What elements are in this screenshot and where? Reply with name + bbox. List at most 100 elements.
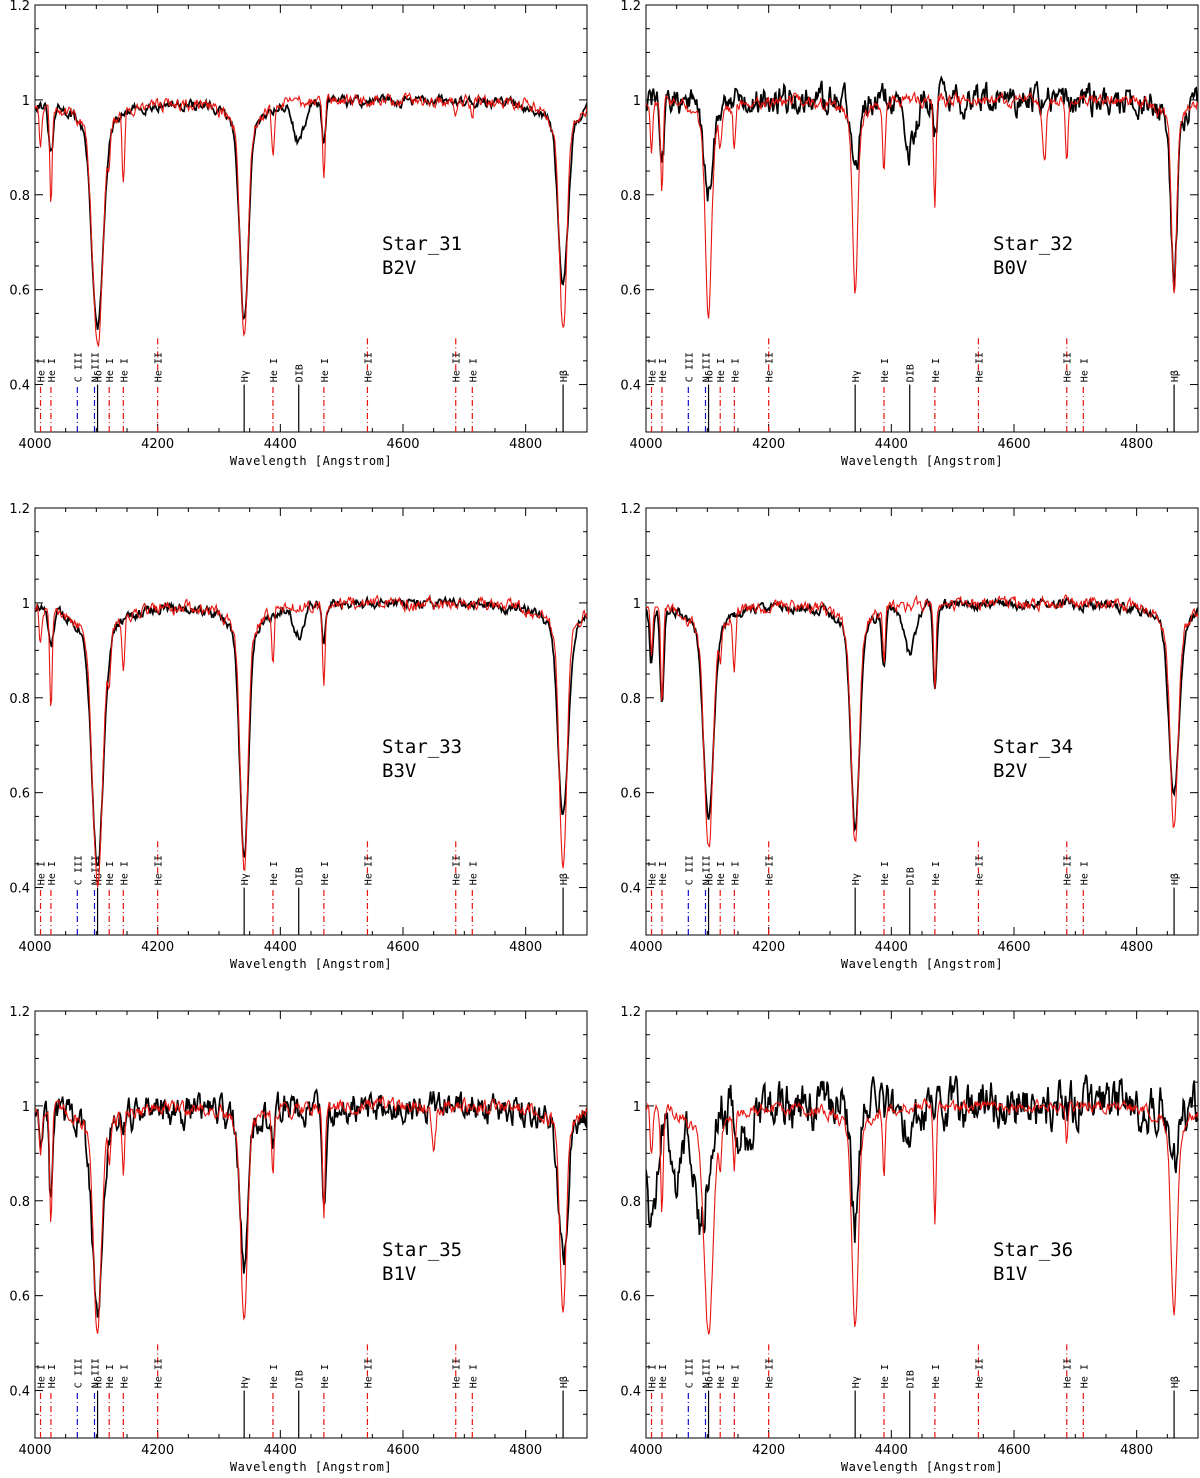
line-marker-label: He I xyxy=(716,1364,727,1388)
line-marker-label: He II xyxy=(452,352,463,382)
line-marker-label: He I xyxy=(468,1364,479,1388)
line-marker-label: He I xyxy=(648,358,659,382)
line-marker-label: He II xyxy=(765,855,776,885)
line-marker-label: He II xyxy=(974,1358,985,1388)
x-tick-label: 4000 xyxy=(629,437,662,452)
x-axis-label: Wavelength [Angstrom] xyxy=(230,454,392,468)
y-tick-label: 0.8 xyxy=(620,1195,641,1210)
spectral-type-label: B3V xyxy=(382,760,416,782)
line-marker-label: He I xyxy=(1079,358,1090,382)
line-marker-label: He II xyxy=(452,855,463,885)
y-tick-label: 0.6 xyxy=(620,787,641,802)
line-marker-label: He I xyxy=(648,1364,659,1388)
y-tick-label: 0.8 xyxy=(9,189,30,204)
y-tick-label: 1.2 xyxy=(9,1005,30,1020)
model-spectrum xyxy=(646,90,1198,319)
y-tick-label: 1.2 xyxy=(620,502,641,517)
line-marker-label: He I xyxy=(468,861,479,885)
x-axis-label: Wavelength [Angstrom] xyxy=(230,1460,392,1474)
x-tick-label: 4000 xyxy=(18,1443,51,1458)
line-marker-label: C III xyxy=(73,352,84,382)
line-marker-label: He I xyxy=(320,1364,331,1388)
line-marker-label: He I xyxy=(119,861,130,885)
line-marker-label: DIB xyxy=(906,364,917,382)
x-tick-label: 4200 xyxy=(141,1443,174,1458)
star-name-label: Star_35 xyxy=(382,1239,462,1261)
observed-spectrum xyxy=(646,75,1198,291)
line-marker-label: Hγ xyxy=(240,1376,251,1388)
line-marker-label: C III xyxy=(73,855,84,885)
line-marker-label: He I xyxy=(931,1364,942,1388)
line-marker-label: He I xyxy=(730,861,741,885)
y-tick-label: 1 xyxy=(633,1100,641,1115)
line-marker-label: Hδ xyxy=(94,1376,105,1388)
y-tick-label: 1.2 xyxy=(620,1005,641,1020)
plot-frame xyxy=(34,1010,588,1439)
line-marker-label: He I xyxy=(37,861,48,885)
x-tick-label: 4200 xyxy=(752,940,785,955)
line-marker-label: He II xyxy=(363,1358,374,1388)
line-marker-label: He I xyxy=(658,861,669,885)
y-tick-label: 1 xyxy=(633,94,641,109)
line-marker-label: He II xyxy=(765,1358,776,1388)
x-tick-label: 4400 xyxy=(264,940,297,955)
line-marker-label: Hδ xyxy=(705,1376,716,1388)
line-marker-label: He I xyxy=(658,1364,669,1388)
plot-frame xyxy=(34,507,588,936)
line-marker-label: He I xyxy=(716,358,727,382)
x-tick-label: 4400 xyxy=(875,940,908,955)
spectral-type-label: B2V xyxy=(382,257,416,279)
x-tick-label: 4200 xyxy=(141,437,174,452)
x-tick-label: 4200 xyxy=(752,437,785,452)
y-tick-label: 1.2 xyxy=(9,0,30,14)
line-marker-label: He I xyxy=(37,358,48,382)
observed-spectrum xyxy=(646,597,1198,833)
x-tick-label: 4600 xyxy=(386,437,419,452)
line-marker-label: Hδ xyxy=(705,873,716,885)
y-tick-label: 0.4 xyxy=(620,882,641,897)
line-marker-label: C III xyxy=(684,352,695,382)
line-marker-label: C III xyxy=(684,855,695,885)
line-marker-label: He I xyxy=(730,358,741,382)
spectrum-panel-2: 4000 4200 4400 4600 4800 0.4 0.6 0.8 1 1.2 Wavelen… xyxy=(620,0,1199,468)
line-marker-label: He I xyxy=(105,1364,116,1388)
line-marker-label: Hβ xyxy=(1170,1376,1181,1388)
y-tick-label: 0.6 xyxy=(620,284,641,299)
line-marker-label: He I xyxy=(931,861,942,885)
x-axis-label: Wavelength [Angstrom] xyxy=(841,454,1003,468)
y-tick-label: 1 xyxy=(633,597,641,612)
x-tick-label: 4800 xyxy=(1120,437,1153,452)
x-tick-label: 4400 xyxy=(264,437,297,452)
star-name-label: Star_31 xyxy=(382,233,462,255)
y-tick-label: 0.6 xyxy=(9,284,30,299)
line-marker-label: He I xyxy=(269,861,280,885)
x-tick-label: 4800 xyxy=(1120,1443,1153,1458)
line-marker-label: Hγ xyxy=(851,873,862,885)
line-marker-label: He I xyxy=(119,1364,130,1388)
x-tick-label: 4600 xyxy=(997,437,1030,452)
y-tick-label: 0.4 xyxy=(620,1385,641,1400)
x-tick-label: 4000 xyxy=(18,437,51,452)
line-marker-label: He I xyxy=(47,861,58,885)
observed-spectrum xyxy=(35,92,587,330)
spectrum-panel-1: 4000 4200 4400 4600 4800 0.4 0.6 0.8 1 1.2 Wavelen… xyxy=(9,0,588,468)
star-name-label: Star_34 xyxy=(993,736,1073,758)
line-marker-label: He I xyxy=(880,1364,891,1388)
line-marker-label: He I xyxy=(468,358,479,382)
line-marker-label: He I xyxy=(37,1364,48,1388)
y-tick-label: 0.4 xyxy=(9,882,30,897)
line-marker-label: He I xyxy=(880,861,891,885)
star-name-label: Star_36 xyxy=(993,1239,1073,1261)
x-axis-label: Wavelength [Angstrom] xyxy=(230,957,392,971)
spectrum-panel-6: 4000 4200 4400 4600 4800 0.4 0.6 0.8 1 1.2 Wavelen… xyxy=(620,1005,1199,1474)
line-marker-label: He I xyxy=(269,358,280,382)
line-marker-label: N III xyxy=(701,1358,712,1388)
spectrum-panel-5: 4000 4200 4400 4600 4800 0.4 0.6 0.8 1 1.2 Wavelen… xyxy=(9,1005,588,1474)
line-marker-label: He II xyxy=(154,1358,165,1388)
observed-spectrum xyxy=(35,594,587,867)
line-marker-label: He II xyxy=(1063,352,1074,382)
line-marker-label: C III xyxy=(684,1358,695,1388)
line-marker-label: He II xyxy=(452,1358,463,1388)
x-tick-label: 4800 xyxy=(509,940,542,955)
x-tick-label: 4800 xyxy=(1120,940,1153,955)
